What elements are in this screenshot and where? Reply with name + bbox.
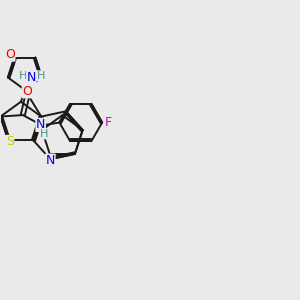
Text: H: H <box>19 71 27 81</box>
Text: S: S <box>6 136 14 148</box>
Text: H: H <box>37 71 45 81</box>
Text: O: O <box>22 85 32 98</box>
Text: N: N <box>36 118 45 131</box>
Text: N: N <box>27 71 36 85</box>
Text: F: F <box>105 116 112 129</box>
Text: N: N <box>46 154 55 167</box>
Text: H: H <box>39 129 48 139</box>
Text: O: O <box>5 48 15 61</box>
